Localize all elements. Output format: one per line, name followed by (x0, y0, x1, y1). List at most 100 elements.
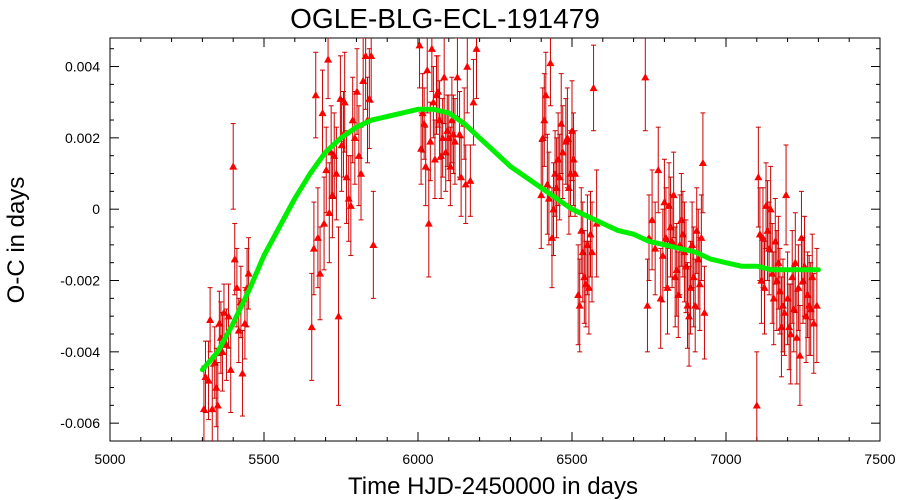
data-point (320, 219, 329, 227)
y-axis-label: O-C in days (3, 177, 30, 304)
data-point (563, 133, 572, 142)
data-point (446, 162, 455, 170)
data-point (695, 280, 704, 288)
data-point (584, 283, 593, 291)
data-point (794, 283, 803, 291)
data-point (369, 240, 378, 249)
data-point (786, 330, 795, 338)
data-point (780, 308, 789, 316)
data-point (438, 133, 447, 142)
data-point (700, 308, 709, 316)
data-point (311, 91, 320, 99)
data-point (316, 269, 325, 277)
data-point (466, 176, 475, 184)
data-point (752, 401, 761, 409)
data-point (322, 165, 331, 174)
data-point (240, 319, 249, 327)
x-tick-label: 6500 (556, 451, 587, 467)
data-point (541, 91, 550, 99)
data-point (661, 233, 670, 241)
data-point (663, 283, 672, 291)
data-point (367, 51, 376, 60)
data-point (420, 119, 429, 127)
data-point (455, 130, 464, 138)
data-point (641, 73, 650, 81)
data-point (199, 404, 208, 413)
data-point (440, 73, 449, 81)
axis-ticks: 5000 5500 6000 6500 7000 7500 -0.006 -0.004 -0.0… (60, 38, 896, 467)
y-tick-label: 0.004 (65, 59, 100, 75)
data-point (651, 244, 660, 252)
data-point (472, 44, 481, 52)
data-point (206, 315, 215, 323)
y-tick-label: -0.002 (60, 273, 100, 289)
data-point (365, 94, 374, 102)
data-point (758, 233, 767, 241)
data-point (574, 290, 583, 298)
data-point (688, 240, 697, 249)
data-point (427, 44, 436, 52)
data-point (309, 244, 318, 252)
data-point (230, 255, 239, 263)
data-point (357, 169, 366, 177)
data-point (792, 333, 801, 341)
data-point (643, 301, 652, 309)
data-point (795, 351, 804, 359)
data-point (354, 151, 363, 159)
data-point (668, 237, 677, 245)
data-point (426, 137, 435, 145)
data-point (424, 219, 433, 227)
data-point (540, 116, 549, 124)
data-point (791, 258, 800, 266)
data-point (463, 62, 472, 70)
data-point (218, 347, 227, 356)
data-point (244, 269, 253, 277)
data-point (760, 283, 769, 291)
data-point (232, 283, 241, 291)
data-point (575, 301, 584, 309)
data-point (213, 401, 222, 409)
x-tick-label: 7500 (864, 451, 895, 467)
data-point (537, 190, 546, 199)
data-point (685, 312, 694, 320)
data-point (453, 73, 462, 81)
data-point (457, 173, 466, 181)
data-point (555, 173, 564, 181)
data-point (238, 369, 247, 377)
data-point (558, 148, 567, 156)
data-point (350, 133, 359, 142)
data-point (782, 190, 791, 199)
data-point (660, 198, 669, 206)
data-point (571, 169, 580, 177)
data-point (226, 365, 235, 373)
data-point (697, 233, 706, 241)
data-point (229, 162, 238, 170)
data-point (755, 230, 764, 238)
data-point (332, 169, 341, 177)
data-point (353, 87, 362, 95)
data-point (769, 294, 778, 302)
y-tick-label: 0.002 (65, 130, 100, 146)
data-point (415, 41, 424, 49)
data-point (543, 180, 552, 188)
x-tick-label: 6000 (402, 451, 433, 467)
data-point (201, 372, 210, 381)
data-point (361, 51, 370, 60)
data-point (430, 155, 439, 163)
data-point (429, 98, 438, 106)
data-point (307, 322, 316, 331)
data-point (318, 108, 327, 117)
data-point (648, 215, 657, 224)
data-point (691, 301, 700, 309)
data-point (544, 194, 553, 202)
data-point (346, 201, 355, 209)
y-tick-label: -0.004 (60, 344, 100, 360)
data-point (654, 165, 663, 174)
data-point (469, 98, 478, 106)
data-point (340, 98, 349, 106)
data-point (656, 294, 665, 302)
y-tick-label: -0.006 (60, 415, 100, 431)
data-point (348, 116, 357, 124)
data-point (766, 205, 775, 213)
